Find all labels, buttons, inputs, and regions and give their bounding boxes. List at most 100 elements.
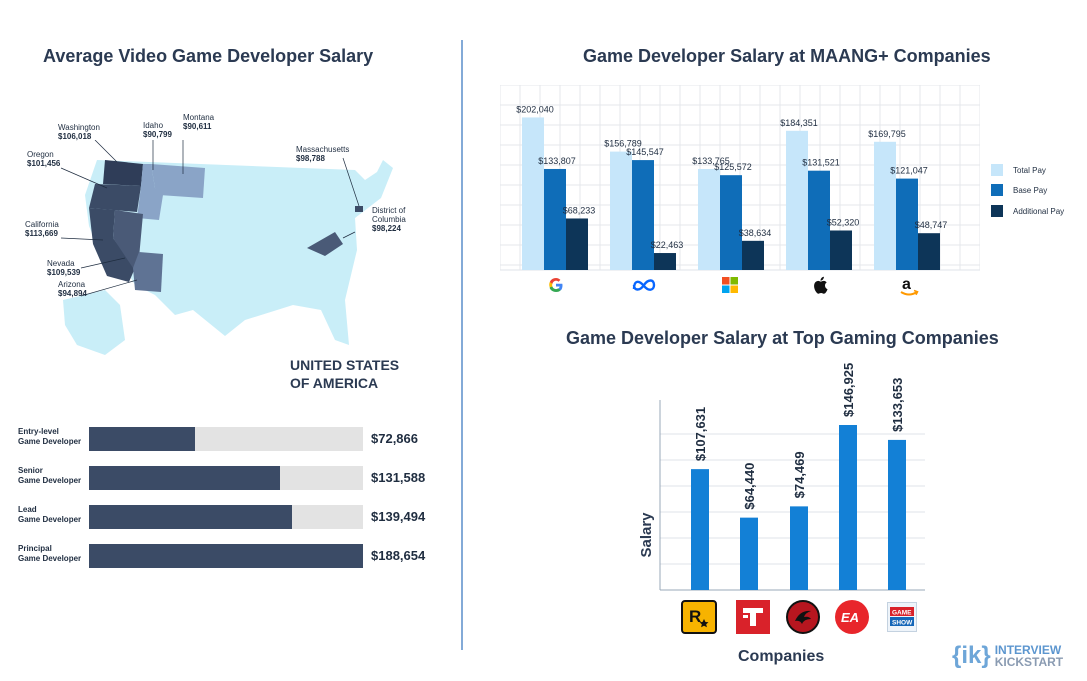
arizona-shape xyxy=(133,252,163,292)
washington-shape xyxy=(103,160,143,186)
legend-swatch-base xyxy=(991,184,1003,196)
massachusetts-shape xyxy=(355,206,363,212)
maang-bar-label: $38,634 xyxy=(739,228,772,238)
maang-bar-label: $131,521 xyxy=(802,158,840,168)
game-show-icon: GAME SHOW xyxy=(887,602,917,632)
hbar-fill xyxy=(89,505,292,529)
gaming-bar xyxy=(691,469,709,590)
ik-brace-mark: {ik} xyxy=(952,642,991,669)
gaming-ylabel: Salary xyxy=(638,512,655,558)
maang-bar-label: $125,572 xyxy=(714,162,752,172)
hbar-value-label: $139,494 xyxy=(371,509,426,524)
svg-text:EA: EA xyxy=(841,610,859,624)
maang-bar-label: $22,463 xyxy=(651,240,684,250)
maang-bar-label: $169,795 xyxy=(868,129,906,139)
map-leader-lines xyxy=(60,140,360,297)
gaming-bar-label: $133,653 xyxy=(890,378,905,432)
hbar-category-label: Lead Game Developer xyxy=(18,505,82,524)
gaming-chart: Salary $107,631 $64,440 $74,469 $146,925 $133… xyxy=(638,363,925,591)
map-label-washington: Washington $106,018 xyxy=(58,123,100,141)
map-label-arizona: Arizona $94,894 xyxy=(58,280,87,298)
apple-icon xyxy=(811,274,831,296)
maang-bar-label: $48,747 xyxy=(915,220,948,230)
maang-bar xyxy=(632,160,654,270)
rockstar-icon: R xyxy=(681,600,717,634)
map-label-california: California $113,669 xyxy=(25,220,59,238)
treyarch-icon xyxy=(736,600,770,634)
map-label-idaho: Idaho $90,799 xyxy=(143,121,172,139)
gaming-bar-label: $74,469 xyxy=(792,451,807,498)
map-label-nevada: Nevada $109,539 xyxy=(47,259,81,277)
gaming-xlabel: Companies xyxy=(738,648,825,665)
hbar-value-label: $131,588 xyxy=(371,470,426,485)
maang-bar xyxy=(698,168,720,270)
hbar-value-label: $188,654 xyxy=(371,548,426,563)
nevada-shape xyxy=(113,210,143,268)
maang-bar xyxy=(918,233,940,270)
gaming-bar xyxy=(839,425,857,590)
maang-bar xyxy=(830,230,852,270)
maang-bar xyxy=(896,178,918,270)
legend-swatch-additional xyxy=(991,205,1003,217)
maang-bar-label: $202,040 xyxy=(516,104,554,114)
hbar-value-label: $72,866 xyxy=(371,431,418,446)
oregon-shape xyxy=(89,184,141,212)
gaming-bar xyxy=(888,439,906,590)
gaming-bar-label: $64,440 xyxy=(742,463,757,510)
maang-bar-label: $156,789 xyxy=(604,139,642,149)
hbar-category-label: Principal Game Developer xyxy=(18,544,82,563)
hbar-fill xyxy=(89,544,363,568)
gaming-bar-label: $146,925 xyxy=(841,363,856,417)
maang-bar-label: $133,807 xyxy=(538,156,576,166)
panel-divider xyxy=(461,40,463,650)
meta-icon xyxy=(630,275,658,295)
country-name: UNITED STATES OF AMERICA xyxy=(290,357,400,391)
maang-bar xyxy=(808,170,830,270)
us-map-base xyxy=(85,160,393,345)
maang-bar xyxy=(786,130,808,270)
ea-icon: EA xyxy=(835,600,869,634)
idaho-shape xyxy=(137,164,163,220)
gaming-bar-label: $107,631 xyxy=(693,407,708,461)
maang-bar-label: $133,765 xyxy=(692,156,730,166)
microsoft-icon xyxy=(722,277,738,293)
maang-bar-label: $184,351 xyxy=(780,118,818,128)
svg-text:SHOW: SHOW xyxy=(892,620,913,627)
svg-text:GAME: GAME xyxy=(892,610,912,617)
gaming-bar xyxy=(740,517,758,590)
maang-bar-label: $52,320 xyxy=(827,217,860,227)
left-title: Average Video Game Developer Salary xyxy=(43,46,374,66)
hbar-category-label: Senior Game Developer xyxy=(18,466,82,485)
map-label-montana: Montana $90,611 xyxy=(183,113,215,131)
maang-bar xyxy=(566,218,588,270)
legend-label-additional: Additional Pay xyxy=(1013,207,1065,216)
bethesda-icon xyxy=(786,600,820,634)
gaming-chart-title: Game Developer Salary at Top Gaming Comp… xyxy=(566,328,999,348)
maang-bar-label: $121,047 xyxy=(890,166,928,176)
hbar-fill xyxy=(89,466,281,490)
hbar-category-label: Entry-level Game Developer xyxy=(18,427,82,446)
maang-bar xyxy=(874,141,896,270)
svg-text:R: R xyxy=(689,607,701,626)
map-label-dc: District of Columbia $98,224 xyxy=(372,206,406,233)
alaska-shape xyxy=(63,290,125,355)
maang-bar-label: $145,547 xyxy=(626,147,664,157)
maang-bar xyxy=(742,240,764,270)
maang-chart: $202,040 $133,807 $68,233 $156,789$145,547 $… xyxy=(500,85,980,271)
montana-shape xyxy=(151,164,205,198)
legend-label-total: Total Pay xyxy=(1013,166,1046,175)
hbar-track xyxy=(89,544,363,568)
map-label-massachusetts: Massachusetts $98,788 xyxy=(296,145,350,163)
maang-bar xyxy=(654,253,676,270)
google-icon xyxy=(546,275,566,295)
hbar-track xyxy=(89,427,363,451)
virginia-shape xyxy=(307,232,343,256)
hbar-fill xyxy=(89,427,195,451)
legend-swatch-total xyxy=(991,164,1003,176)
california-shape xyxy=(89,208,135,282)
legend-label-base: Base Pay xyxy=(1013,186,1048,195)
maang-bar xyxy=(544,168,566,270)
amazon-icon: a xyxy=(898,274,920,298)
maang-bar xyxy=(522,117,544,270)
interview-kickstart-logo: {ik} INTERVIEW KICKSTART xyxy=(952,642,1063,670)
